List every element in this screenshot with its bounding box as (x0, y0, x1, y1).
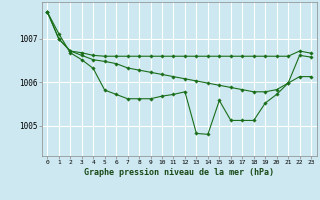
X-axis label: Graphe pression niveau de la mer (hPa): Graphe pression niveau de la mer (hPa) (84, 168, 274, 177)
